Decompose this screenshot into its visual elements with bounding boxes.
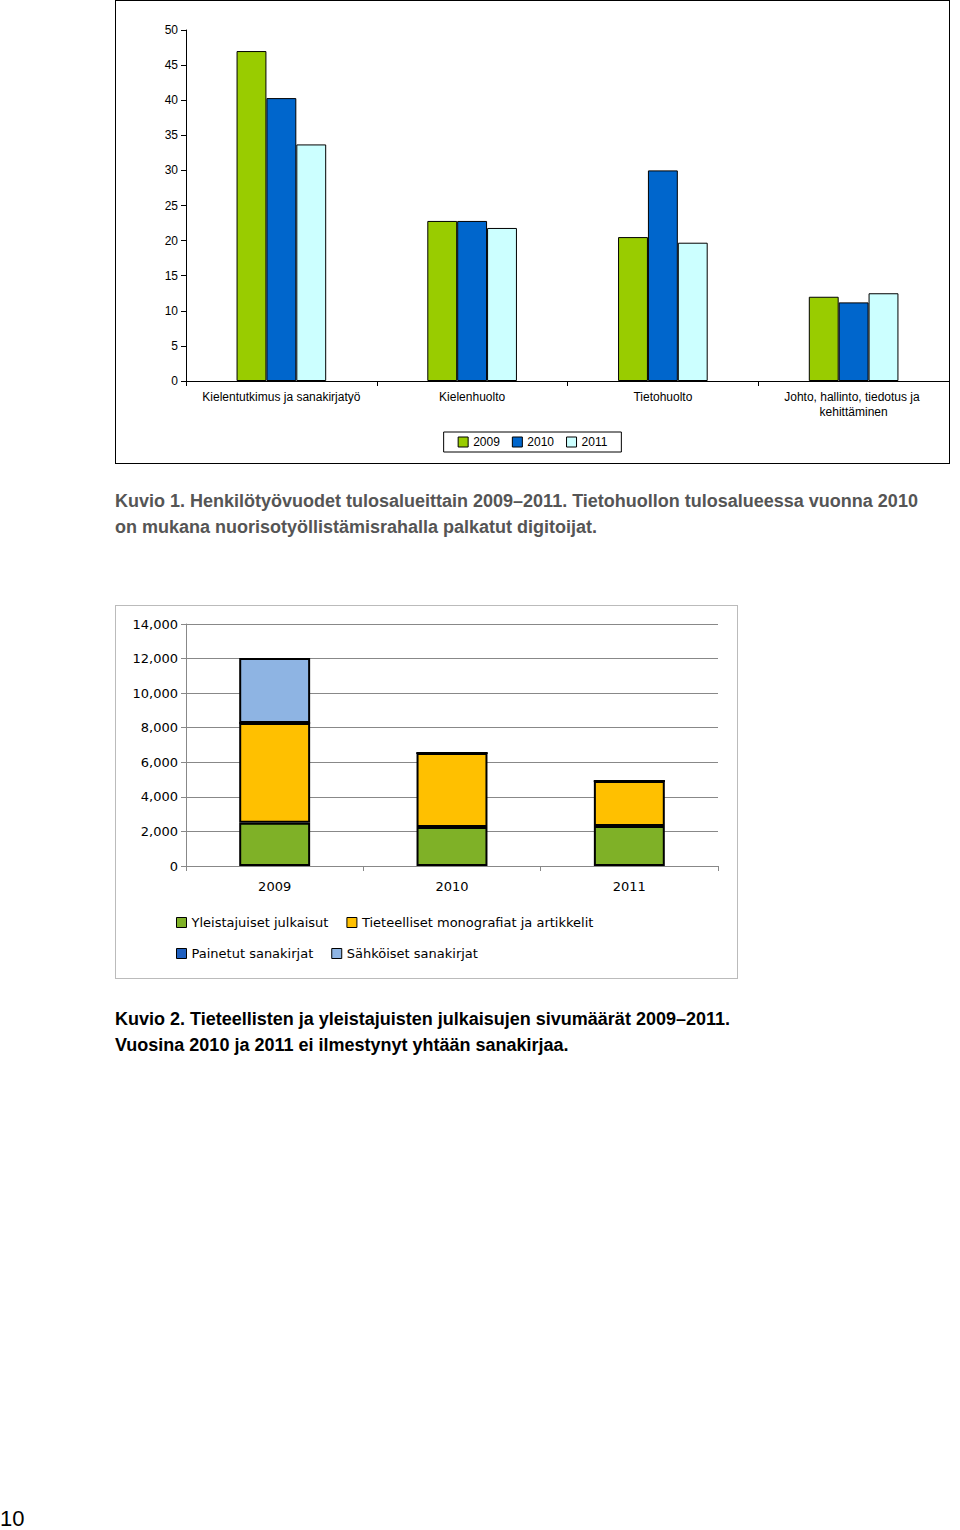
svg-text:2009: 2009	[473, 435, 500, 449]
svg-text:Yleistajuiset julkaisut: Yleistajuiset julkaisut	[191, 915, 329, 930]
svg-text:2,000: 2,000	[141, 824, 178, 839]
svg-text:40: 40	[165, 93, 179, 107]
svg-text:Tietohuolto: Tietohuolto	[633, 390, 692, 404]
svg-text:20: 20	[165, 234, 179, 248]
svg-text:12,000: 12,000	[133, 651, 179, 666]
svg-text:10: 10	[165, 304, 179, 318]
svg-text:8,000: 8,000	[141, 720, 178, 735]
svg-text:0: 0	[171, 374, 178, 388]
svg-text:0: 0	[170, 859, 178, 874]
svg-text:50: 50	[165, 23, 179, 37]
svg-text:Sähköiset sanakirjat: Sähköiset sanakirjat	[347, 946, 478, 961]
svg-text:25: 25	[165, 199, 179, 213]
svg-text:35: 35	[165, 128, 179, 142]
svg-text:10,000: 10,000	[133, 686, 179, 701]
svg-text:2011: 2011	[613, 879, 646, 894]
html-text:Kuvio 1. Henkilötyövuodet tulo: Kuvio 1. Henkilötyövuodet tulosalueittai…	[115, 491, 918, 537]
svg-text:Johto, hallinto, tiedotus ja: Johto, hallinto, tiedotus ja	[784, 390, 923, 404]
html-text:Kuvio 2. Tieteellisten ja ylei: Kuvio 2. Tieteellisten ja yleistajuisten…	[115, 1009, 730, 1029]
svg-text:15: 15	[165, 269, 179, 283]
svg-text:2009: 2009	[258, 879, 291, 894]
svg-text:Kielentutkimus ja sanakirjatyö: Kielentutkimus ja sanakirjatyö	[202, 390, 360, 404]
svg-text:2010: 2010	[527, 435, 554, 449]
svg-text:14,000: 14,000	[133, 617, 179, 632]
svg-text:45: 45	[165, 58, 179, 72]
svg-text:Tieteelliset monografiat ja ar: Tieteelliset monografiat ja artikkelit	[361, 915, 593, 930]
svg-text:5: 5	[171, 339, 178, 353]
svg-text:30: 30	[165, 163, 179, 177]
svg-text:Painetut sanakirjat: Painetut sanakirjat	[192, 946, 314, 961]
svg-text:2011: 2011	[582, 435, 608, 449]
html-text:Vuosina 2010 ja 2011 ei ilmest: Vuosina 2010 ja 2011 ei ilmestynyt yhtää…	[115, 1035, 569, 1055]
svg-text:Kielenhuolto: Kielenhuolto	[439, 390, 505, 404]
svg-text:4,000: 4,000	[141, 789, 178, 804]
svg-text:2010: 2010	[435, 879, 468, 894]
svg-text:kehittäminen: kehittäminen	[820, 405, 888, 419]
html-text:10: 10	[0, 1506, 25, 1530]
svg-text:6,000: 6,000	[141, 755, 178, 770]
